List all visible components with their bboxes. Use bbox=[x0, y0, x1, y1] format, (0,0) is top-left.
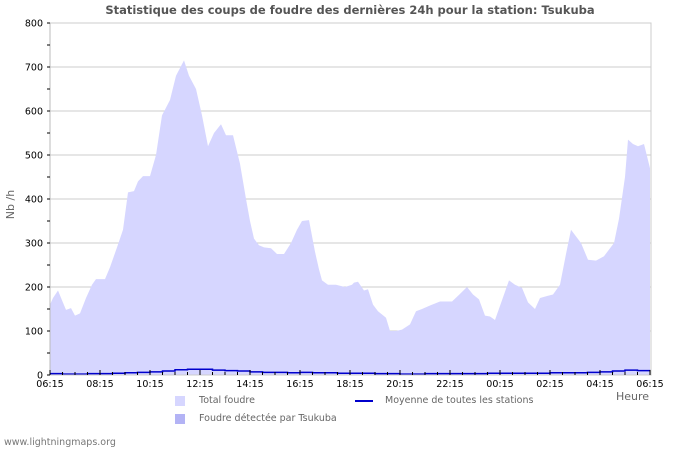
footer-source-link[interactable]: www.lightningmaps.org bbox=[4, 437, 116, 448]
total-foudre-area bbox=[50, 60, 650, 376]
legend-swatch-tsukuba bbox=[175, 413, 185, 424]
y-tick-label: 200 bbox=[25, 283, 43, 294]
x-tick-label: 22:15 bbox=[436, 379, 463, 390]
x-tick-label: 14:15 bbox=[236, 379, 263, 390]
x-tick-label: 06:15 bbox=[636, 379, 663, 390]
y-tick-label: 400 bbox=[25, 195, 43, 206]
y-tick-label: 600 bbox=[25, 107, 43, 118]
y-axis-ticks: 0 100 200 300 400 500 600 700 800 bbox=[25, 19, 50, 382]
x-axis-label: Heure bbox=[616, 390, 650, 403]
x-tick-label: 10:15 bbox=[136, 379, 163, 390]
average-line bbox=[50, 368, 651, 375]
x-tick-label: 06:15 bbox=[36, 379, 63, 390]
y-tick-label: 100 bbox=[25, 327, 43, 338]
y-tick-label: 500 bbox=[25, 151, 43, 162]
y-tick-label: 700 bbox=[25, 63, 43, 74]
legend-tsukuba: Foudre détectée par Tsukuba bbox=[175, 413, 337, 424]
x-tick-label: 00:15 bbox=[486, 379, 513, 390]
legend-label-tsukuba: Foudre détectée par Tsukuba bbox=[199, 413, 337, 424]
legend-swatch-total bbox=[175, 395, 185, 406]
x-tick-label: 18:15 bbox=[336, 379, 363, 390]
y-tick-label: 300 bbox=[25, 239, 43, 250]
legend-moyenne: Moyenne de toutes les stations bbox=[355, 395, 533, 406]
y-tick-label: 800 bbox=[25, 19, 43, 30]
x-tick-label: 02:15 bbox=[536, 379, 563, 390]
x-tick-label: 08:15 bbox=[86, 379, 113, 390]
x-tick-label: 16:15 bbox=[286, 379, 313, 390]
chart-title: Statistique des coups de foudre des dern… bbox=[105, 3, 595, 17]
x-tick-label: 20:15 bbox=[386, 379, 413, 390]
legend-label-moyenne: Moyenne de toutes les stations bbox=[385, 395, 534, 406]
x-tick-label: 12:15 bbox=[186, 379, 213, 390]
legend-total-foudre: Total foudre bbox=[175, 395, 255, 406]
y-axis-label: Nb /h bbox=[4, 189, 18, 220]
y-tick-label: 0 bbox=[37, 371, 43, 382]
x-tick-label: 04:15 bbox=[586, 379, 613, 390]
legend-swatch-moyenne bbox=[355, 399, 373, 402]
legend-label-total: Total foudre bbox=[199, 395, 255, 406]
x-axis-ticks: 06:15 08:15 10:15 12:15 14:15 16:15 18:15 20:15… bbox=[36, 370, 664, 390]
